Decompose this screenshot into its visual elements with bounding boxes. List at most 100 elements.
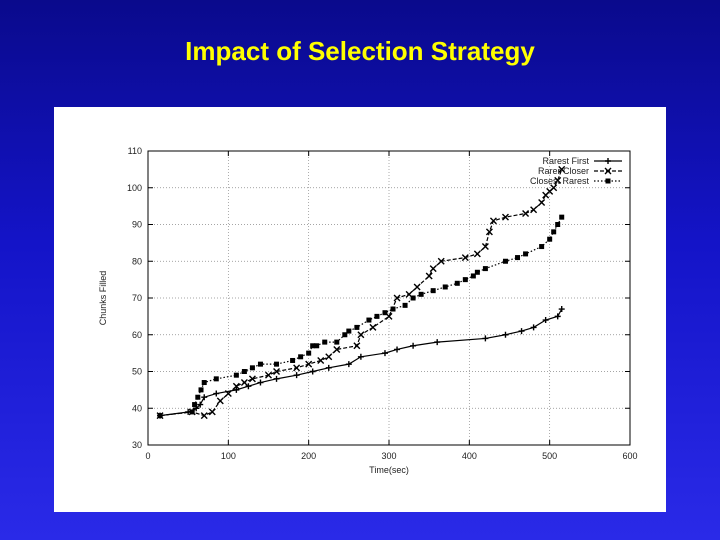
data-point-closest-rarest bbox=[482, 266, 488, 272]
data-point-closest-rarest bbox=[539, 244, 545, 250]
data-point-rarest-first bbox=[394, 346, 401, 353]
data-point-rarer-closer bbox=[522, 209, 530, 217]
line-chart: 0 100 200 300 400 500 600 30 40 50 60 70 80 90 100 110 T… bbox=[98, 146, 638, 475]
data-point-closest-rarest bbox=[390, 306, 396, 312]
data-point-rarer-closer bbox=[501, 213, 509, 221]
data-point-closest-rarest bbox=[201, 380, 207, 386]
x-tick-label: 500 bbox=[542, 451, 557, 461]
data-point-rarest-first bbox=[293, 372, 300, 379]
data-point-closest-rarest bbox=[249, 365, 255, 371]
data-point-rarer-closer bbox=[538, 198, 546, 206]
data-point-rarer-closer bbox=[353, 342, 361, 350]
y-tick-label: 80 bbox=[132, 256, 142, 266]
legend-marker-closest-rarest bbox=[605, 178, 611, 184]
data-point-rarest-first bbox=[357, 353, 364, 360]
data-point-rarer-closer bbox=[473, 250, 481, 258]
data-point-rarest-first bbox=[558, 306, 565, 313]
data-point-closest-rarest bbox=[195, 394, 201, 400]
data-point-rarest-first bbox=[201, 394, 208, 401]
data-point-rarest-first bbox=[273, 375, 280, 382]
data-point-closest-rarest bbox=[298, 354, 304, 360]
legend-marker-rarer-closer bbox=[604, 167, 612, 175]
data-point-closest-rarest bbox=[354, 324, 360, 330]
y-tick-label: 110 bbox=[128, 146, 142, 156]
x-tick-label: 300 bbox=[381, 451, 396, 461]
data-point-rarest-first bbox=[233, 386, 240, 393]
slide-title: Impact of Selection Strategy bbox=[185, 36, 535, 66]
data-point-rarest-first bbox=[410, 342, 417, 349]
data-point-rarer-closer bbox=[317, 356, 325, 364]
data-point-closest-rarest bbox=[213, 376, 219, 382]
data-point-closest-rarest bbox=[555, 222, 561, 227]
y-tick-label: 30 bbox=[132, 440, 142, 450]
data-point-rarer-closer bbox=[485, 228, 493, 236]
data-point-rarer-closer bbox=[550, 184, 558, 192]
data-point-closest-rarest bbox=[241, 369, 247, 374]
data-point-rarest-first bbox=[309, 368, 316, 375]
data-point-rarer-closer bbox=[333, 345, 341, 353]
series-line-rarest-first bbox=[159, 308, 563, 417]
data-point-closest-rarest bbox=[559, 214, 565, 220]
data-point-rarer-closer bbox=[489, 217, 497, 225]
data-point-rarer-closer bbox=[437, 257, 445, 265]
data-point-rarer-closer bbox=[558, 165, 566, 173]
legend-label-rarer-closer: Rarer Closer bbox=[538, 166, 589, 176]
data-point-closest-rarest bbox=[290, 357, 296, 363]
data-point-rarer-closer bbox=[208, 408, 216, 416]
y-tick-label: 50 bbox=[132, 367, 142, 377]
data-point-rarest-first bbox=[554, 313, 561, 320]
data-point-closest-rarest bbox=[310, 343, 316, 349]
data-point-rarer-closer bbox=[429, 265, 437, 273]
data-point-rarer-closer bbox=[357, 331, 365, 339]
data-point-rarest-first bbox=[197, 401, 204, 408]
data-point-rarer-closer bbox=[216, 397, 224, 405]
y-tick-label: 40 bbox=[132, 403, 142, 413]
data-point-rarer-closer bbox=[554, 176, 562, 184]
data-point-rarer-closer bbox=[369, 323, 377, 331]
data-point-rarer-closer bbox=[481, 243, 489, 251]
data-point-closest-rarest bbox=[430, 288, 436, 294]
data-point-rarest-first bbox=[530, 324, 537, 331]
data-point-closest-rarest bbox=[366, 317, 372, 323]
y-tick-label: 90 bbox=[132, 220, 142, 230]
legend-marker-rarest-first bbox=[605, 158, 611, 164]
data-point-closest-rarest bbox=[418, 291, 424, 297]
data-point-rarest-first bbox=[518, 328, 525, 335]
legend-label-closest-rarest: Closest Rarest bbox=[530, 176, 590, 186]
x-axis-label: Time(sec) bbox=[369, 465, 409, 475]
data-point-closest-rarest bbox=[454, 280, 460, 286]
data-point-rarer-closer bbox=[240, 379, 248, 387]
data-point-closest-rarest bbox=[470, 273, 476, 279]
data-point-closest-rarest bbox=[410, 295, 416, 301]
data-point-closest-rarest bbox=[198, 387, 204, 393]
data-point-rarer-closer bbox=[232, 382, 240, 390]
data-point-rarer-closer bbox=[293, 364, 301, 372]
data-point-closest-rarest bbox=[523, 251, 529, 257]
y-axis-label: Chunks Filled bbox=[98, 271, 108, 326]
data-point-rarest-first bbox=[542, 317, 549, 324]
data-point-closest-rarest bbox=[502, 258, 508, 264]
data-point-rarer-closer bbox=[413, 283, 421, 291]
x-tick-label: 0 bbox=[145, 451, 150, 461]
data-point-closest-rarest bbox=[306, 350, 312, 356]
data-point-rarer-closer bbox=[305, 360, 313, 368]
data-point-closest-rarest bbox=[257, 361, 263, 367]
data-point-closest-rarest bbox=[346, 328, 352, 334]
data-point-closest-rarest bbox=[157, 413, 163, 419]
data-point-rarer-closer bbox=[248, 375, 256, 383]
y-tick-label: 60 bbox=[132, 330, 142, 340]
data-point-rarest-first bbox=[434, 339, 441, 346]
data-point-closest-rarest bbox=[382, 310, 388, 316]
series-line-closest-rarest bbox=[159, 216, 563, 417]
data-point-closest-rarest bbox=[314, 343, 320, 349]
data-point-closest-rarest bbox=[547, 236, 553, 242]
data-point-rarer-closer bbox=[200, 412, 208, 420]
x-tick-label: 200 bbox=[301, 451, 316, 461]
data-point-closest-rarest bbox=[322, 339, 328, 345]
data-point-closest-rarest bbox=[189, 409, 195, 415]
data-point-closest-rarest bbox=[551, 229, 557, 235]
data-point-rarest-first bbox=[325, 364, 332, 371]
data-point-closest-rarest bbox=[462, 277, 468, 283]
plot-panel: 0 100 200 300 400 500 600 30 40 50 60 70 80 90 100 110 T… bbox=[54, 107, 666, 512]
data-point-rarest-first bbox=[345, 361, 352, 368]
